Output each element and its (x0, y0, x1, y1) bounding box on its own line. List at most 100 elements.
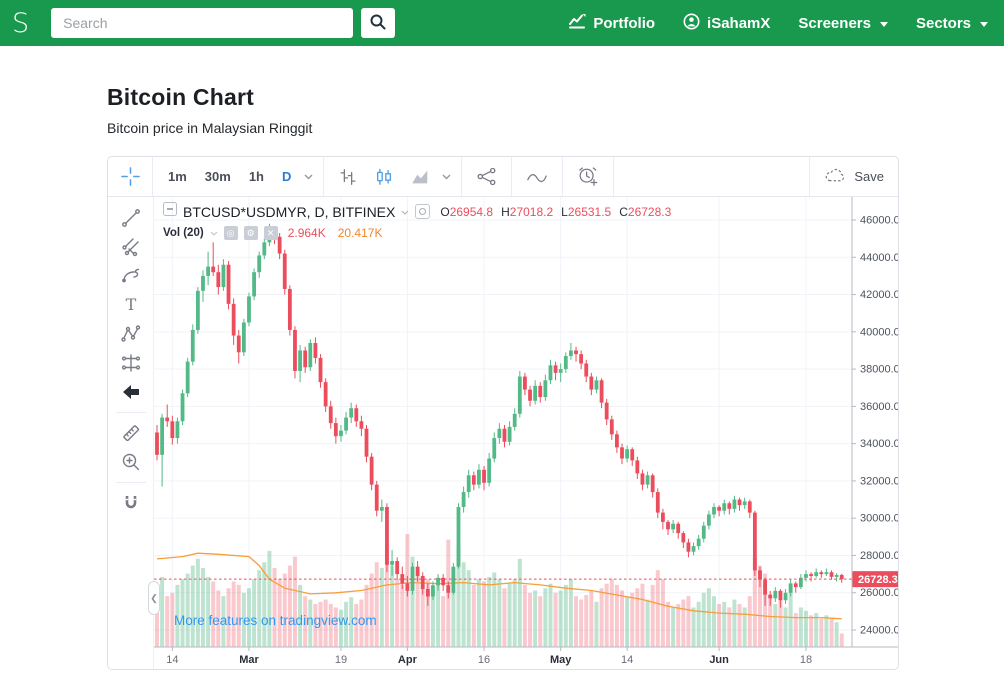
svg-text:34000.0: 34000.0 (860, 438, 899, 450)
svg-text:40000.0: 40000.0 (860, 326, 899, 338)
nav-item-label: Screeners (798, 14, 871, 32)
interval-menu-chevron-icon[interactable] (302, 170, 315, 184)
svg-text:30000.0: 30000.0 (860, 513, 899, 525)
site-logo[interactable]: S (12, 7, 30, 39)
close-label: C (619, 204, 628, 219)
search-icon (369, 13, 387, 34)
bars-style-icon[interactable] (332, 164, 364, 190)
chart-line-icon (569, 13, 586, 33)
search-form (51, 8, 396, 38)
svg-text:14: 14 (621, 654, 633, 666)
legend-chevron-icon[interactable] (401, 207, 409, 217)
svg-text:28000.0: 28000.0 (860, 550, 899, 562)
search-button[interactable] (361, 8, 396, 38)
low-value: 26531.5 (567, 204, 612, 219)
svg-text:16: 16 (478, 654, 490, 666)
tradingview-attribution-link[interactable]: More features on tradingview.com (174, 613, 377, 628)
volume-settings-icon[interactable]: ⚙ (243, 226, 258, 240)
low-label: L (561, 204, 568, 219)
forecast-tool-icon[interactable] (115, 349, 147, 377)
volume-ma-value: 20.417K (337, 226, 383, 240)
svg-text:38000.0: 38000.0 (860, 364, 899, 376)
page-title: Bitcoin Chart (107, 84, 254, 110)
svg-text:Apr: Apr (398, 654, 418, 666)
volume-value: 2.964K (287, 226, 326, 240)
candlestick-chart-canvas[interactable]: 46000.0 44000.0 42000.0 40000.0 38000.0 36000… (154, 197, 899, 670)
gann-fib-tool-icon[interactable] (115, 233, 147, 261)
arrow-marker-tool-icon[interactable] (115, 378, 147, 406)
cloud-save-icon (824, 167, 847, 186)
volume-remove-icon[interactable]: ✕ (263, 226, 278, 240)
nav-item-screeners[interactable]: Screeners (798, 15, 888, 32)
zoom-in-tool-icon[interactable] (115, 448, 147, 476)
high-label: H (501, 204, 510, 219)
svg-text:19: 19 (335, 654, 347, 666)
tools-divider (115, 412, 146, 413)
svg-text:Mar: Mar (239, 654, 259, 666)
measure-ruler-icon[interactable] (115, 419, 147, 447)
save-label: Save (854, 169, 884, 184)
nav-item-label: Portfolio (593, 14, 656, 32)
brush-tool-icon[interactable] (115, 262, 147, 290)
tools-divider (115, 482, 146, 483)
top-navbar: S Portfolio iSahamX Screeners Sectors (0, 0, 1004, 46)
save-layout-button[interactable]: Save (809, 157, 898, 196)
chevron-down-icon (879, 21, 888, 27)
volume-visibility-icon[interactable]: ◎ (223, 226, 238, 240)
svg-text:36000.0: 36000.0 (860, 401, 899, 413)
ohlc-values: O26954.8 H27018.2 L26531.5 C26728.3 (440, 205, 671, 219)
open-label: O (440, 204, 450, 219)
symbol-description[interactable]: BTCUSD*USDMYR, D, BITFINEX (183, 203, 396, 220)
svg-text:26000.0: 26000.0 (860, 587, 899, 599)
main-content: Bitcoin Chart Bitcoin price in Malaysian… (107, 84, 899, 670)
alert-clock-icon[interactable] (571, 163, 605, 191)
candles (155, 223, 844, 608)
text-tool-icon[interactable]: T (115, 291, 147, 319)
style-menu-chevron-icon[interactable] (440, 170, 453, 184)
magnet-tool-icon[interactable] (115, 489, 147, 517)
svg-text:46000.0: 46000.0 (860, 215, 899, 227)
sidebar-collapse-handle[interactable]: ❮ (148, 581, 160, 615)
current-price-tag (852, 571, 898, 588)
nav-item-account[interactable]: iSahamX (683, 13, 770, 34)
volume-legend-chevron-icon[interactable] (210, 228, 218, 238)
collapse-legend-icon[interactable] (163, 202, 177, 221)
svg-text:Jun: Jun (709, 654, 729, 666)
chevron-down-icon (980, 21, 988, 27)
indicators-icon[interactable] (520, 166, 554, 188)
page-subtitle: Bitcoin price in Malaysian Ringgit (107, 120, 313, 136)
svg-text:44000.0: 44000.0 (860, 252, 899, 264)
interval-1h-button[interactable]: 1h (248, 169, 264, 184)
svg-text:42000.0: 42000.0 (860, 289, 899, 301)
candles-style-icon[interactable] (368, 164, 400, 190)
crosshair-tool-button[interactable] (114, 163, 147, 190)
nav-item-portfolio[interactable]: Portfolio (569, 13, 656, 33)
interval-daily-button[interactable]: D (282, 169, 292, 184)
volume-ma-line (156, 552, 842, 620)
area-style-icon[interactable] (404, 164, 436, 190)
toggle-visibility-icon[interactable] (415, 204, 431, 219)
nav-item-label: iSahamX (707, 14, 771, 32)
open-value: 26954.8 (449, 204, 494, 219)
compare-symbol-icon[interactable] (470, 163, 503, 190)
svg-text:18: 18 (800, 654, 812, 666)
chart-toolbar: 1m 30m 1h D (108, 157, 898, 197)
nav-item-sectors[interactable]: Sectors (916, 15, 988, 32)
chart-area: ❮ BTCUSD*USDMYR, D, BITFINEX O26954.8 (148, 197, 899, 670)
svg-text:26728.3: 26728.3 (858, 574, 898, 586)
tradingview-widget: 1m 30m 1h D (107, 156, 899, 670)
trend-line-tool-icon[interactable] (115, 204, 147, 232)
volume-study-label[interactable]: Vol (20) (163, 227, 204, 239)
interval-1m-button[interactable]: 1m (168, 169, 187, 184)
svg-text:T: T (125, 295, 136, 314)
close-value: 26728.3 (627, 204, 672, 219)
pattern-tool-icon[interactable] (115, 320, 147, 348)
chart-legend: BTCUSD*USDMYR, D, BITFINEX O26954.8 H270… (163, 202, 671, 240)
search-input[interactable] (51, 8, 354, 38)
svg-text:14: 14 (166, 654, 178, 666)
svg-text:32000.0: 32000.0 (860, 475, 899, 487)
drawing-tools-sidebar: T (108, 197, 153, 669)
interval-30m-button[interactable]: 30m (204, 169, 231, 184)
volume-bars (155, 534, 844, 647)
high-value: 27018.2 (509, 204, 554, 219)
